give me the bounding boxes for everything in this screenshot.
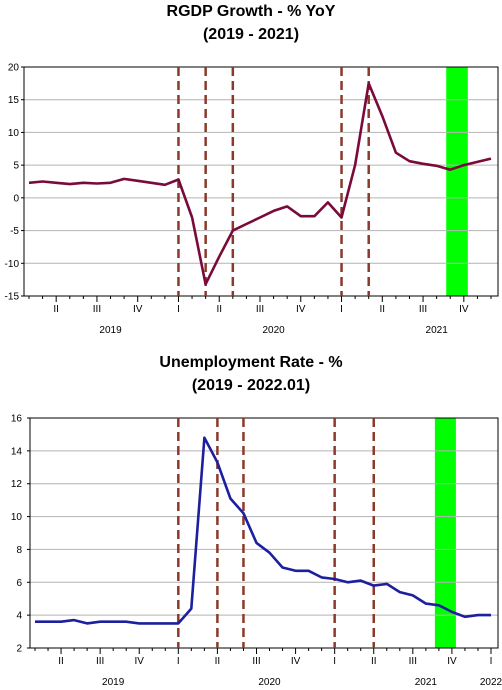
- chart2-subtitle: (2019 - 2022.01): [191, 377, 311, 394]
- chart2-x-tick-label: III: [252, 656, 260, 667]
- chart1-x-tick-label: III: [419, 304, 427, 315]
- chart1-y-tick-label: 20: [8, 63, 20, 74]
- chart2-x-tick-label: II: [371, 656, 377, 667]
- chart2-series-line: [35, 436, 491, 625]
- chart2-x-tick-label: III: [96, 656, 104, 667]
- chart1-x-tick-label: I: [177, 304, 180, 315]
- chart1-y-tick-label: -5: [10, 226, 19, 237]
- chart1-x-tick-label: III: [256, 304, 264, 315]
- chart1-x-tick-label: I: [340, 304, 343, 315]
- chart1-x-tick-label: II: [53, 304, 59, 315]
- chart2-y-tick-label: 8: [16, 545, 22, 556]
- chart1-x-tick-label: IV: [133, 304, 143, 315]
- chart2-y-tick-label: 10: [11, 512, 23, 523]
- chart1-shaded-region: [446, 67, 468, 296]
- chart1-x-tick-label: III: [93, 304, 101, 315]
- chart1-y-tick-label: -15: [5, 292, 20, 303]
- chart2-y-tick-label: 16: [11, 414, 23, 425]
- chart2-x-tick-label: I: [177, 656, 180, 667]
- chart1-title: RGDP Growth - % YoY: [166, 3, 336, 20]
- chart1-y-tick-label: 15: [8, 95, 20, 106]
- chart1-year-label: 2019: [99, 325, 122, 336]
- chart1-x-tick-label: II: [216, 304, 222, 315]
- chart2-y-tick-label: 12: [11, 479, 23, 490]
- chart1-y-tick-label: 0: [13, 193, 19, 204]
- chart1-x-tick-label: II: [380, 304, 386, 315]
- chart2-y-tick-label: 4: [16, 611, 22, 622]
- chart2-title: Unemployment Rate - %: [159, 354, 343, 371]
- chart2-y-tick-label: 2: [16, 644, 22, 655]
- chart1-subtitle: (2019 - 2021): [202, 26, 300, 43]
- chart2-x-tick-label: IV: [447, 656, 457, 667]
- chart1-year-label: 2021: [426, 325, 449, 336]
- chart2-year-label: 2019: [102, 677, 125, 688]
- chart1-x-tick-label: IV: [459, 304, 469, 315]
- chart1-year-label: 2020: [262, 325, 285, 336]
- chart1-y-tick-label: -10: [5, 259, 20, 270]
- chart2-y-tick-label: 6: [16, 578, 22, 589]
- chart1-axes-frame: [23, 66, 499, 297]
- chart1-y-tick-label: 10: [8, 128, 20, 139]
- chart2-x-tick-label: IV: [291, 656, 301, 667]
- chart2-x-tick-label: IV: [135, 656, 145, 667]
- chart1-y-tick-label: 5: [13, 161, 19, 172]
- chart2-x-tick-label: I: [490, 656, 493, 667]
- chart2-y-tick-label: 14: [11, 446, 23, 457]
- chart2-x-tick-label: III: [409, 656, 417, 667]
- chart2-year-label: 2022: [480, 677, 502, 688]
- chart2-axes-frame: [29, 417, 499, 649]
- chart1-x-tick-label: IV: [296, 304, 306, 315]
- chart2-x-tick-label: II: [58, 656, 64, 667]
- chart2-x-tick-label: II: [215, 656, 221, 667]
- chart1-series-line: [28, 82, 492, 286]
- chart2-shaded-region: [434, 418, 456, 648]
- chart2-x-tick-label: I: [333, 656, 336, 667]
- chart2-year-label: 2020: [258, 677, 281, 688]
- chart2-year-label: 2021: [415, 677, 438, 688]
